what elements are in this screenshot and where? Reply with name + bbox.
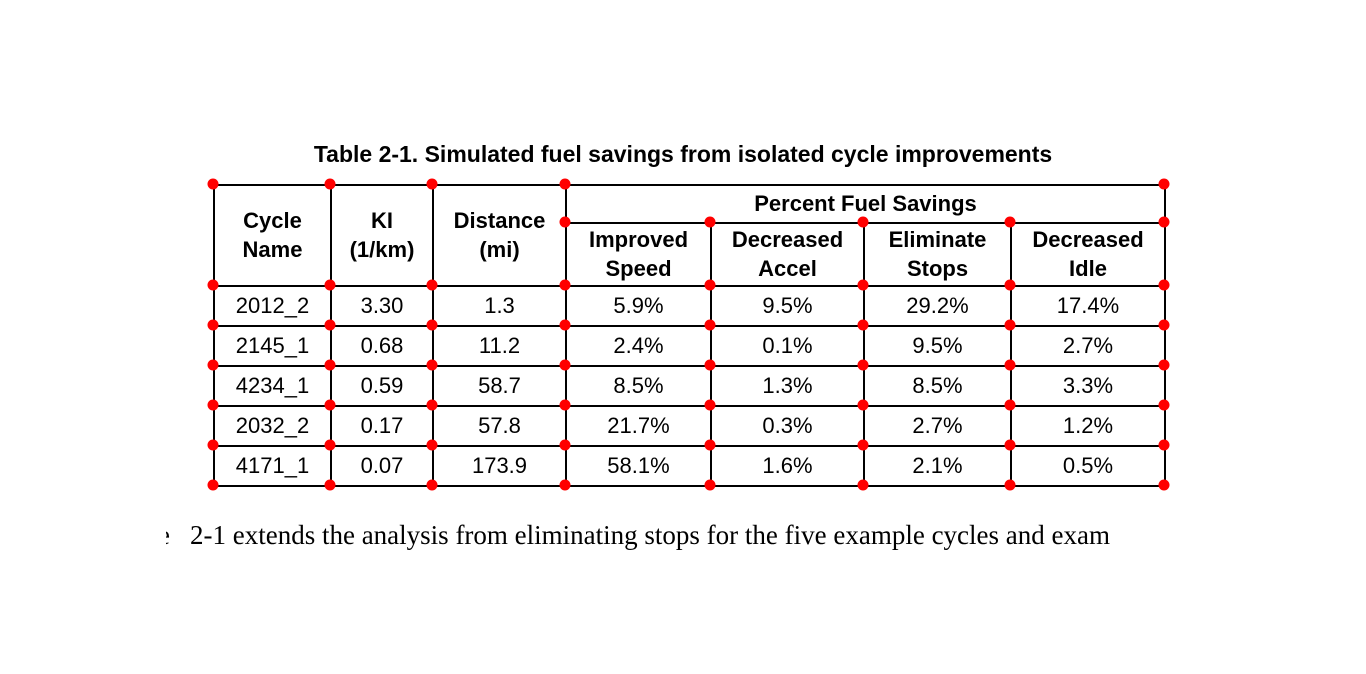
table-cell: 0.59 (330, 365, 434, 407)
table-title: Table 2-1. Simulated fuel savings from i… (313, 141, 1053, 167)
table-row: 4171_1 0.07 173.9 58.1% 1.6% 2.1% 0.5% (213, 445, 1166, 487)
table-row: 4234_1 0.59 58.7 8.5% 1.3% 8.5% 3.3% (213, 365, 1166, 407)
header-row-group: Cycle Name KI (1/km) Distance (mi) Perce… (213, 184, 1166, 287)
table-cell: 0.07 (330, 445, 434, 487)
table-row: 2032_2 0.17 57.8 21.7% 0.3% 2.7% 1.2% (213, 405, 1166, 447)
table-cell: 2032_2 (213, 405, 332, 447)
table-row: 2012_2 3.30 1.3 5.9% 9.5% 29.2% 17.4% (213, 285, 1166, 327)
table-cell: 17.4% (1010, 285, 1166, 327)
column-header-eliminate-stops: Eliminate Stops (863, 222, 1012, 287)
column-header-ki: KI (1/km) (330, 184, 434, 287)
table-cell: 0.68 (330, 325, 434, 367)
table-cell: 1.2% (1010, 405, 1166, 447)
table-cell: 0.17 (330, 405, 434, 447)
table-cell: 173.9 (432, 445, 567, 487)
table-cell: 0.5% (1010, 445, 1166, 487)
table-cell: 2012_2 (213, 285, 332, 327)
table-cell: 4234_1 (213, 365, 332, 407)
column-header-distance: Distance (mi) (432, 184, 567, 287)
table-cell: 8.5% (863, 365, 1012, 407)
body-text-clipped-fragment: e (166, 520, 179, 554)
column-header-decreased-accel: Decreased Accel (710, 222, 865, 287)
table-cell: 2145_1 (213, 325, 332, 367)
body-text: 2-1 extends the analysis from eliminatin… (190, 520, 1110, 550)
table-cell: 0.3% (710, 405, 865, 447)
table-cell: 4171_1 (213, 445, 332, 487)
table-cell: 9.5% (863, 325, 1012, 367)
table-cell: 0.1% (710, 325, 865, 367)
column-header-improved-speed: Improved Speed (565, 222, 712, 287)
table-cell: 3.30 (330, 285, 434, 327)
column-header-decreased-idle: Decreased Idle (1010, 222, 1166, 287)
table-cell: 58.7 (432, 365, 567, 407)
header-row-sub: Improved Speed Decreased Accel Eliminate… (214, 222, 1166, 287)
table-cell: 2.7% (863, 405, 1012, 447)
table-cell: 58.1% (565, 445, 712, 487)
table-row: 2145_1 0.68 11.2 2.4% 0.1% 9.5% 2.7% (213, 325, 1166, 367)
table-cell: 21.7% (565, 405, 712, 447)
table-cell: 11.2 (432, 325, 567, 367)
table-cell: 2.1% (863, 445, 1012, 487)
table-cell: 2.4% (565, 325, 712, 367)
table-cell: 1.3 (432, 285, 567, 327)
table-cell: 5.9% (565, 285, 712, 327)
table-cell: 9.5% (710, 285, 865, 327)
table-cell: 3.3% (1010, 365, 1166, 407)
column-group-header-percent-fuel-savings: Percent Fuel Savings (565, 184, 1166, 224)
table-cell: 57.8 (432, 405, 567, 447)
column-header-cycle-name: Cycle Name (213, 184, 332, 287)
table-cell: 2.7% (1010, 325, 1166, 367)
table-cell: 1.6% (710, 445, 865, 487)
table-cell: 1.3% (710, 365, 865, 407)
fuel-savings-table: Cycle Name KI (1/km) Distance (mi) Perce… (213, 184, 1166, 487)
table-cell: 8.5% (565, 365, 712, 407)
table-cell: 29.2% (863, 285, 1012, 327)
